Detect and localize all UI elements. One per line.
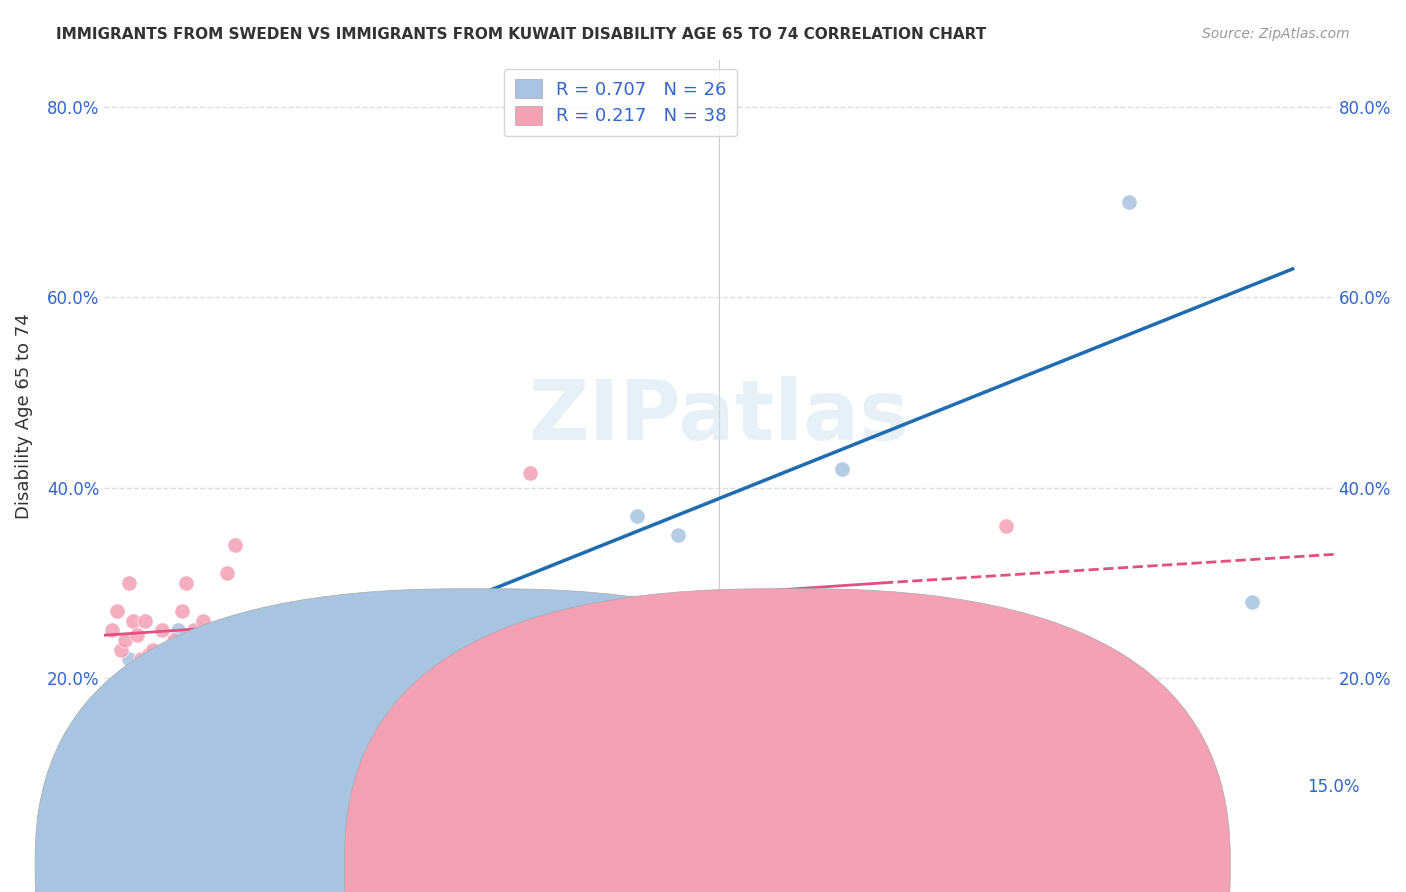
- Point: [339, 604, 361, 618]
- Point: [167, 624, 190, 638]
- Point: [240, 628, 263, 642]
- Point: [544, 718, 567, 732]
- Point: [273, 632, 295, 647]
- Point: [138, 647, 160, 661]
- Legend: R = 0.707   N = 26, R = 0.217   N = 38: R = 0.707 N = 26, R = 0.217 N = 38: [503, 69, 737, 136]
- Point: [150, 624, 173, 638]
- Point: [191, 614, 214, 628]
- Point: [831, 461, 853, 475]
- Point: [503, 723, 526, 738]
- Text: Immigrants from Sweden: Immigrants from Sweden: [467, 816, 676, 834]
- Point: [224, 685, 246, 699]
- Point: [155, 652, 177, 666]
- Y-axis label: Disability Age 65 to 74: Disability Age 65 to 74: [15, 313, 32, 519]
- Point: [1240, 595, 1263, 609]
- Point: [200, 642, 222, 657]
- Point: [174, 575, 197, 590]
- Point: [174, 675, 197, 690]
- Point: [191, 661, 214, 675]
- Point: [994, 518, 1017, 533]
- Point: [142, 642, 165, 657]
- Point: [159, 661, 181, 675]
- Point: [1118, 195, 1140, 210]
- Point: [224, 538, 246, 552]
- Point: [217, 695, 239, 709]
- Point: [503, 632, 526, 647]
- Point: [183, 624, 205, 638]
- Point: [461, 723, 484, 738]
- Point: [118, 575, 141, 590]
- Text: Immigrants from Kuwait: Immigrants from Kuwait: [766, 816, 966, 834]
- Point: [183, 652, 205, 666]
- Point: [118, 652, 141, 666]
- Point: [380, 728, 402, 742]
- Point: [200, 642, 222, 657]
- Point: [122, 614, 145, 628]
- Point: [146, 657, 169, 671]
- Point: [872, 628, 894, 642]
- Point: [257, 614, 280, 628]
- Point: [172, 604, 194, 618]
- Point: [110, 642, 132, 657]
- Point: [163, 632, 186, 647]
- Point: [159, 666, 181, 681]
- Text: ZIPatlas: ZIPatlas: [529, 376, 910, 457]
- Point: [666, 528, 689, 542]
- Point: [298, 718, 321, 732]
- Point: [101, 624, 124, 638]
- Point: [167, 638, 190, 652]
- Point: [150, 681, 173, 695]
- Point: [114, 632, 136, 647]
- Point: [217, 566, 239, 581]
- Point: [134, 661, 156, 675]
- Point: [307, 732, 329, 747]
- Point: [519, 467, 541, 481]
- Point: [134, 614, 156, 628]
- Point: [208, 632, 231, 647]
- Point: [626, 509, 648, 524]
- Point: [257, 681, 280, 695]
- Point: [240, 632, 263, 647]
- Text: Source: ZipAtlas.com: Source: ZipAtlas.com: [1202, 27, 1350, 41]
- Point: [125, 628, 148, 642]
- Point: [105, 604, 128, 618]
- Point: [790, 699, 813, 714]
- Point: [461, 699, 484, 714]
- Point: [298, 699, 321, 714]
- Point: [380, 709, 402, 723]
- Point: [339, 718, 361, 732]
- Text: IMMIGRANTS FROM SWEDEN VS IMMIGRANTS FROM KUWAIT DISABILITY AGE 65 TO 74 CORRELA: IMMIGRANTS FROM SWEDEN VS IMMIGRANTS FRO…: [56, 27, 987, 42]
- Point: [396, 704, 419, 718]
- Point: [129, 652, 152, 666]
- Point: [356, 690, 378, 704]
